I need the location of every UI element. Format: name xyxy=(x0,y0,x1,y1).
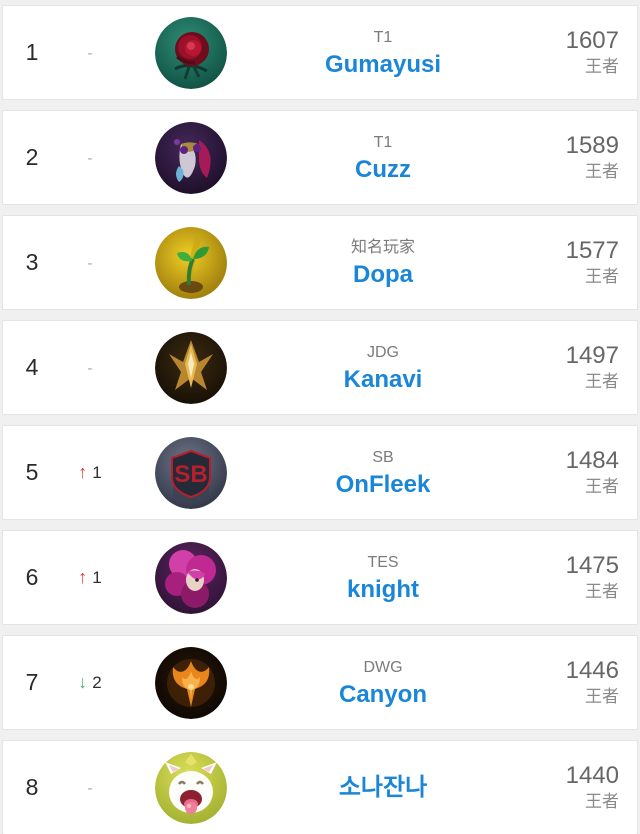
tier-label: 王者 xyxy=(585,687,619,706)
tier-label: 王者 xyxy=(585,477,619,496)
player-name[interactable]: Dopa xyxy=(353,260,413,288)
table-row[interactable]: 8 - 소나잔나 1440 王者 xyxy=(2,740,638,834)
score-cell: 1577 王者 xyxy=(499,236,637,289)
rank-number: 4 xyxy=(25,354,39,380)
team-name: 知名玩家 xyxy=(350,238,415,256)
team-name: SB xyxy=(372,448,394,466)
team-name: TES xyxy=(367,553,399,571)
table-row[interactable]: 5 ↑ 1 SB SB OnFleek 1484 王者 xyxy=(2,425,638,520)
player-cell: 소나잔나 xyxy=(227,772,499,803)
player-name[interactable]: knight xyxy=(347,575,419,603)
mask-avatar-icon xyxy=(155,121,227,194)
poro-avatar-icon xyxy=(155,751,227,824)
table-row[interactable]: 4 - JDG Kanavi 1497 王者 xyxy=(2,320,638,415)
rank-number: 5 xyxy=(25,459,39,485)
sb-logo-avatar-icon: SB xyxy=(155,436,227,509)
player-cell: DWG Canyon xyxy=(227,656,499,710)
rank-number: 8 xyxy=(25,774,39,800)
tier-label: 王者 xyxy=(585,372,619,391)
gold-crest-avatar-icon xyxy=(155,331,227,404)
rank-change: - xyxy=(61,778,119,798)
rating-points: 1607 xyxy=(565,27,619,54)
rating-points: 1589 xyxy=(565,132,619,159)
score-cell: 1440 王者 xyxy=(499,761,637,814)
rating-points: 1497 xyxy=(565,342,619,369)
rank-change: ↑ 1 xyxy=(61,462,119,483)
player-cell: 知名玩家 Dopa xyxy=(227,236,499,290)
rank-change: ↑ 1 xyxy=(61,567,119,588)
player-cell: TES knight xyxy=(227,551,499,605)
rank-number: 1 xyxy=(25,39,39,65)
up-arrow-icon: ↑ xyxy=(78,567,88,587)
rank-change: ↓ 2 xyxy=(61,672,119,693)
score-cell: 1497 王者 xyxy=(499,341,637,394)
tier-label: 王者 xyxy=(585,582,619,601)
rank-change-amount: 2 xyxy=(92,673,102,692)
rank-change-none: - xyxy=(87,254,93,272)
tier-label: 王者 xyxy=(585,57,619,76)
rank-change-amount: 1 xyxy=(92,463,102,482)
player-cell: JDG Kanavi xyxy=(227,341,499,395)
player-cell: T1 Cuzz xyxy=(227,131,499,185)
rating-points: 1577 xyxy=(565,237,619,264)
rank-change-amount: 1 xyxy=(92,568,102,587)
rank-change-none: - xyxy=(87,359,93,377)
score-cell: 1607 王者 xyxy=(499,26,637,79)
rank-number: 3 xyxy=(25,249,39,275)
player-name[interactable]: Cuzz xyxy=(355,155,411,183)
player-name[interactable]: Canyon xyxy=(338,680,427,708)
team-name: DWG xyxy=(363,658,403,676)
rating-points: 1475 xyxy=(565,552,619,579)
rank-change-none: - xyxy=(87,44,93,62)
tier-label: 王者 xyxy=(585,162,619,181)
rank-number: 2 xyxy=(25,144,39,170)
player-cell: T1 Gumayusi xyxy=(227,26,499,80)
rank-change: - xyxy=(61,253,119,273)
team-name: T1 xyxy=(373,28,393,46)
player-name[interactable]: Kanavi xyxy=(343,365,423,393)
tier-label: 王者 xyxy=(585,792,619,811)
table-row[interactable]: 7 ↓ 2 DWG Canyon 1446 王者 xyxy=(2,635,638,730)
rating-points: 1446 xyxy=(565,657,619,684)
player-name[interactable]: Gumayusi xyxy=(324,50,442,78)
player-name[interactable]: 소나잔나 xyxy=(338,774,428,801)
sprout-avatar-icon xyxy=(155,226,227,299)
rating-points: 1484 xyxy=(565,447,619,474)
rating-points: 1440 xyxy=(565,762,619,789)
rank-number: 6 xyxy=(25,564,39,590)
rank-number: 7 xyxy=(25,669,39,695)
table-row[interactable]: 1 - T1 Gumayusi 1607 王者 xyxy=(2,5,638,100)
score-cell: 1446 王者 xyxy=(499,656,637,709)
svg-text:SB: SB xyxy=(174,461,207,488)
rank-change: - xyxy=(61,358,119,378)
rank-change-none: - xyxy=(87,149,93,167)
rank-change-none: - xyxy=(87,779,93,797)
player-name[interactable]: OnFleek xyxy=(335,470,431,498)
xayah-avatar-icon xyxy=(155,541,227,614)
table-row[interactable]: 2 - T1 Cuzz 1589 王者 xyxy=(2,110,638,205)
rank-change: - xyxy=(61,148,119,168)
score-cell: 1484 王者 xyxy=(499,446,637,499)
down-arrow-icon: ↓ xyxy=(78,672,88,692)
score-cell: 1475 王者 xyxy=(499,551,637,604)
rose-avatar-icon xyxy=(155,16,227,89)
team-name: JDG xyxy=(367,343,399,361)
tier-label: 王者 xyxy=(585,267,619,286)
table-row[interactable]: 6 ↑ 1 TES knight 1475 王者 xyxy=(2,530,638,625)
rank-change: - xyxy=(61,43,119,63)
table-row[interactable]: 3 - 知名玩家 Dopa 1577 王者 xyxy=(2,215,638,310)
team-name: T1 xyxy=(373,133,393,151)
flame-avatar-icon xyxy=(155,646,227,719)
up-arrow-icon: ↑ xyxy=(78,462,88,482)
player-cell: SB OnFleek xyxy=(227,446,499,500)
score-cell: 1589 王者 xyxy=(499,131,637,184)
